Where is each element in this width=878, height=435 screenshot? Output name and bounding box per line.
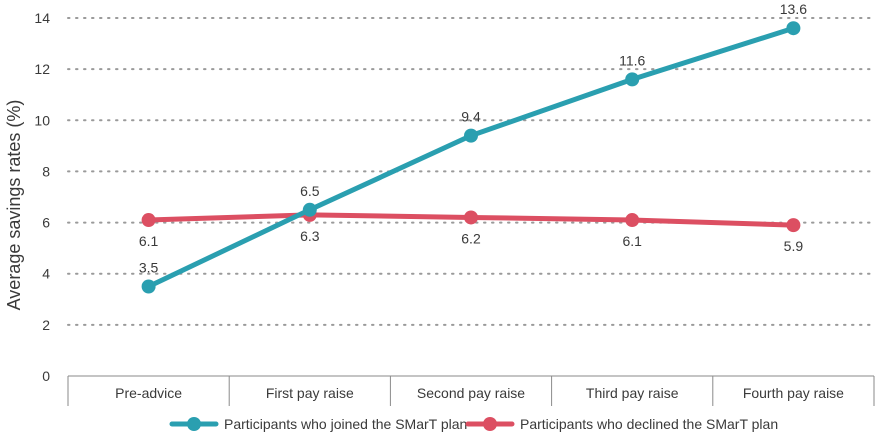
data-point — [786, 218, 801, 233]
data-point — [141, 279, 156, 294]
y-tick-label: 0 — [42, 368, 50, 384]
x-axis: Pre-advice First pay raise Second pay rais… — [67, 375, 875, 406]
data-point — [625, 213, 640, 228]
data-label: 6.3 — [300, 228, 320, 244]
y-tick-label: 4 — [42, 266, 50, 282]
y-tick-labels: 0 2 4 6 8 10 12 14 — [34, 10, 50, 384]
legend-label: Participants who declined the SMarT plan — [520, 416, 778, 432]
data-label: 13.6 — [780, 1, 807, 17]
data-labels: 3.5 6.5 9.4 11.6 13.6 6.1 6.3 6.2 6.1 5.9 — [139, 1, 807, 275]
data-point — [464, 128, 478, 143]
data-point — [786, 21, 801, 36]
series-lines — [141, 21, 801, 294]
y-axis-title: Average savings rates (%) — [4, 100, 24, 311]
data-point — [464, 210, 478, 225]
legend: Participants who joined the SMarT plan Pa… — [169, 416, 778, 432]
gridlines — [67, 17, 875, 326]
y-tick-label: 6 — [42, 215, 50, 231]
x-tick-label: Second pay raise — [417, 385, 525, 401]
y-tick-label: 10 — [34, 112, 50, 128]
x-tick-label: Fourth pay raise — [743, 385, 844, 401]
y-tick-label: 14 — [34, 10, 50, 26]
data-label: 6.1 — [622, 233, 642, 249]
data-label: 6.1 — [139, 233, 159, 249]
data-label: 6.5 — [300, 183, 320, 199]
x-tick-label: Third pay raise — [586, 385, 679, 401]
y-tick-label: 8 — [42, 163, 50, 179]
series-line-0 — [146, 25, 796, 289]
data-label: 6.2 — [461, 230, 481, 246]
data-label: 11.6 — [619, 52, 645, 68]
legend-label: Participants who joined the SMarT plan — [224, 416, 467, 432]
x-tick-label: First pay raise — [266, 385, 354, 401]
data-point — [141, 213, 156, 228]
data-point — [302, 202, 317, 217]
legend-swatch-marker — [483, 417, 497, 431]
x-tick-label: Pre-advice — [115, 385, 182, 401]
data-label: 5.9 — [784, 238, 804, 254]
data-label: 3.5 — [139, 260, 159, 276]
y-tick-label: 2 — [42, 317, 50, 333]
y-tick-label: 12 — [34, 61, 50, 77]
legend-swatch-marker — [187, 417, 201, 431]
data-point — [625, 72, 640, 87]
data-label: 9.4 — [461, 109, 481, 125]
